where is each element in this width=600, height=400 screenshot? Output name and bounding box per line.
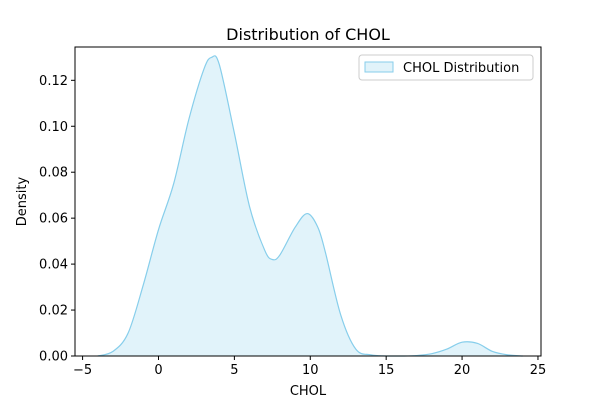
legend-swatch bbox=[364, 61, 394, 73]
x-tick-label: 15 bbox=[378, 363, 395, 378]
y-axis: 0.00 0.02 0.04 0.06 0.08 0.10 0.12 bbox=[39, 74, 75, 365]
x-tick-label: −5 bbox=[73, 363, 92, 378]
y-tick-label: 0.06 bbox=[39, 212, 68, 227]
x-tick-label: 20 bbox=[454, 363, 471, 378]
plot-area bbox=[74, 46, 542, 357]
x-axis: −5 0 5 10 15 20 25 bbox=[73, 356, 546, 378]
chart-title: Distribution of CHOL bbox=[226, 25, 390, 44]
y-tick-label: 0.10 bbox=[39, 120, 68, 135]
x-tick-label: 10 bbox=[302, 363, 319, 378]
x-tick-label: 0 bbox=[154, 363, 162, 378]
x-tick-label: 25 bbox=[530, 363, 547, 378]
x-tick-label: 5 bbox=[230, 363, 238, 378]
legend-label: CHOL Distribution bbox=[403, 61, 519, 76]
y-tick-label: 0.08 bbox=[39, 166, 68, 181]
legend-box bbox=[358, 54, 534, 81]
y-tick-label: 0.04 bbox=[39, 258, 68, 273]
y-tick-label: 0.12 bbox=[39, 74, 68, 89]
y-tick-label: 0.02 bbox=[39, 304, 68, 319]
x-axis-label: CHOL bbox=[290, 384, 327, 399]
series-0-line bbox=[97, 55, 523, 357]
y-tick-label: 0.00 bbox=[39, 350, 68, 365]
plot-frame bbox=[74, 46, 542, 357]
series-0-area bbox=[97, 55, 523, 356]
legend: CHOL Distribution bbox=[358, 54, 534, 81]
y-axis-label: Density bbox=[15, 176, 30, 226]
